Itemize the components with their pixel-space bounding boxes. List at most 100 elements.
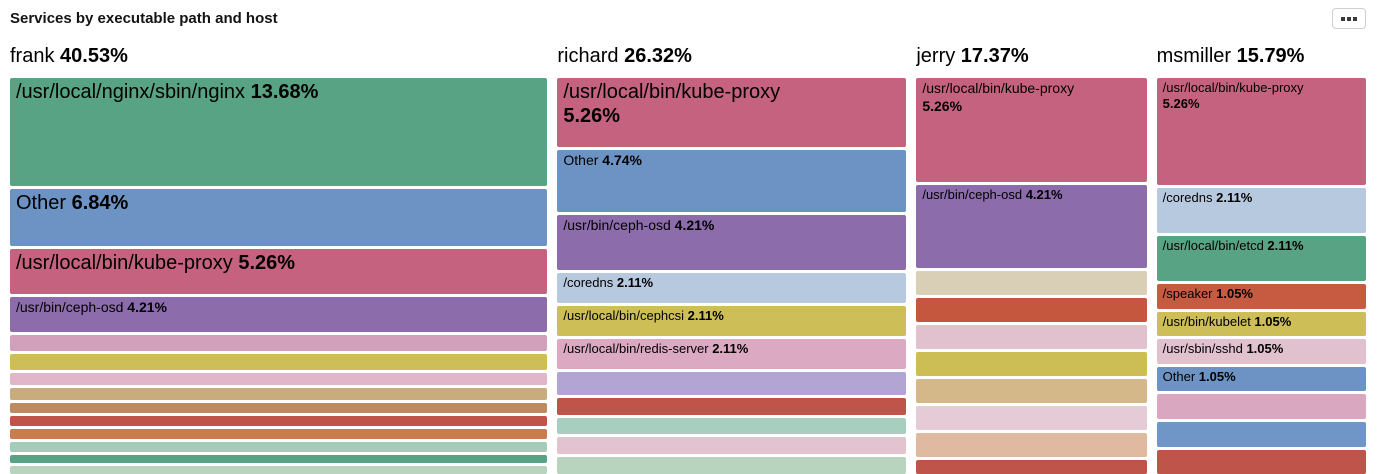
group-header: richard 26.32%: [557, 43, 906, 69]
cell-label: /usr/local/bin/cephcsi: [563, 308, 685, 324]
treemap-cell[interactable]: /usr/local/nginx/sbin/nginx 13.68%: [10, 78, 548, 187]
treemap-cell[interactable]: Other 4.74%: [557, 150, 907, 212]
treemap-cell-unlabeled[interactable]: [557, 417, 907, 435]
cell-percentage: 5.26%: [232, 251, 296, 274]
cell-percentage: 1.05%: [1212, 286, 1253, 302]
treemap-cell-unlabeled[interactable]: [1156, 449, 1366, 474]
cell-label: Other: [16, 192, 67, 215]
treemap-group-msmiller: msmiller 15.79% /usr/local/bin/kube-proxy…: [1156, 43, 1366, 474]
cell-label: /usr/sbin/sshd: [1162, 341, 1243, 357]
cell-percentage: 2.11%: [684, 308, 724, 324]
treemap-cell-unlabeled[interactable]: [10, 388, 548, 401]
treemap-cell[interactable]: /usr/bin/kubelet 1.05%: [1156, 311, 1366, 337]
group-header: frank 40.53%: [10, 43, 547, 69]
treemap-cell-unlabeled[interactable]: [10, 441, 548, 452]
cell-label: /usr/local/bin/kube-proxy: [16, 251, 233, 274]
treemap-cell-unlabeled[interactable]: [1156, 421, 1366, 447]
treemap-cell[interactable]: /usr/bin/ceph-osd 4.21%: [557, 214, 907, 271]
treemap-cell-unlabeled[interactable]: [10, 466, 548, 474]
treemap-cell-unlabeled[interactable]: [10, 454, 548, 464]
group-percentage: 15.79%: [1231, 45, 1305, 67]
treemap-cell-unlabeled[interactable]: [916, 432, 1147, 457]
cell-percentage: 5.26%: [563, 104, 621, 127]
group-header: msmiller 15.79%: [1157, 43, 1366, 69]
cell-percentage: 2.11%: [708, 340, 749, 356]
cell-percentage: 13.68%: [245, 81, 319, 103]
treemap-cell-unlabeled[interactable]: [916, 352, 1147, 376]
treemap-cell[interactable]: /usr/bin/ceph-osd 4.21%: [10, 296, 548, 333]
cell-percentage: 2.11%: [1263, 238, 1304, 254]
treemap-cell[interactable]: Other 6.84%: [10, 189, 548, 246]
cell-percentage: 2.11%: [1212, 189, 1253, 205]
treemap-cell[interactable]: /usr/local/bin/redis-server 2.11%: [557, 338, 907, 369]
treemap-cell[interactable]: /usr/local/bin/kube-proxy 5.26%: [10, 248, 548, 294]
treemap-cell-unlabeled[interactable]: [916, 298, 1147, 323]
treemap-group-jerry: jerry 17.37% /usr/local/bin/kube-proxy 5.…: [916, 43, 1147, 474]
panel-menu-button[interactable]: [1332, 8, 1366, 29]
treemap-cell-unlabeled[interactable]: [10, 416, 548, 426]
group-name: richard: [557, 45, 619, 67]
treemap-cell-unlabeled[interactable]: [10, 429, 548, 439]
group-name: msmiller: [1156, 45, 1232, 67]
cell-percentage: 2.11%: [613, 275, 654, 291]
group-cell-stack: /usr/local/bin/kube-proxy 5.26%/coredns …: [1156, 78, 1366, 474]
treemap: frank 40.53% /usr/local/nginx/sbin/nginx …: [10, 43, 1366, 474]
treemap-cell-unlabeled[interactable]: [10, 354, 548, 371]
treemap-cell-unlabeled[interactable]: [557, 397, 907, 415]
treemap-cell-unlabeled[interactable]: [10, 373, 548, 386]
treemap-cell[interactable]: /usr/bin/ceph-osd 4.21%: [916, 184, 1147, 269]
treemap-cell[interactable]: /usr/local/bin/cephcsi 2.11%: [557, 306, 907, 336]
treemap-cell[interactable]: /usr/local/bin/kube-proxy 5.26%: [557, 78, 907, 148]
grid-dots-icon: [1341, 16, 1357, 21]
group-name: jerry: [916, 45, 956, 67]
cell-label: Other: [1162, 368, 1196, 384]
treemap-cell-unlabeled[interactable]: [10, 403, 548, 414]
cell-percentage: 1.05%: [1242, 341, 1284, 357]
cell-label: /usr/bin/kubelet: [1162, 313, 1251, 329]
cell-percentage: 4.21%: [123, 298, 167, 315]
treemap-cell[interactable]: /coredns 2.11%: [1156, 187, 1366, 234]
group-cell-stack: /usr/local/bin/kube-proxy 5.26%/usr/bin/…: [916, 78, 1147, 474]
cell-percentage: 5.26%: [1162, 96, 1200, 112]
cell-label: /usr/local/bin/kube-proxy: [1162, 80, 1304, 95]
treemap-cell-unlabeled[interactable]: [1156, 394, 1366, 419]
cell-label: /speaker: [1162, 286, 1213, 302]
cell-label: /usr/local/bin/etcd: [1162, 238, 1264, 254]
treemap-cell-unlabeled[interactable]: [916, 325, 1147, 350]
treemap-cell-unlabeled[interactable]: [916, 405, 1147, 430]
group-percentage: 40.53%: [54, 45, 128, 67]
cell-label: /coredns: [563, 275, 614, 291]
group-name: frank: [10, 45, 55, 67]
group-cell-stack: /usr/local/nginx/sbin/nginx 13.68% Other …: [10, 78, 548, 474]
treemap-cell[interactable]: /coredns 2.11%: [557, 273, 907, 304]
cell-label: /usr/local/bin/kube-proxy: [922, 80, 1075, 96]
group-percentage: 26.32%: [618, 45, 692, 67]
treemap-cell[interactable]: Other 1.05%: [1156, 366, 1366, 392]
treemap-cell-unlabeled[interactable]: [557, 437, 907, 455]
cell-percentage: 4.74%: [598, 152, 642, 169]
cell-label: /usr/bin/ceph-osd: [922, 186, 1023, 202]
cell-label: /usr/local/bin/kube-proxy: [563, 81, 781, 103]
cell-percentage: 4.21%: [670, 216, 715, 233]
treemap-cell[interactable]: /usr/local/bin/kube-proxy 5.26%: [1156, 78, 1366, 185]
treemap-cell-unlabeled[interactable]: [557, 371, 907, 395]
cell-label: /coredns: [1162, 189, 1213, 205]
treemap-cell-unlabeled[interactable]: [10, 335, 548, 352]
treemap-cell-unlabeled[interactable]: [557, 457, 907, 474]
cell-label: Other: [563, 152, 599, 169]
treemap-cell-unlabeled[interactable]: [916, 378, 1147, 403]
cell-percentage: 1.05%: [1195, 368, 1236, 384]
cell-label: /usr/local/nginx/sbin/nginx: [16, 81, 246, 103]
treemap-cell[interactable]: /usr/local/bin/kube-proxy 5.26%: [916, 78, 1147, 182]
cell-percentage: 4.21%: [1022, 186, 1063, 202]
treemap-cell[interactable]: /speaker 1.05%: [1156, 284, 1366, 309]
cell-percentage: 1.05%: [1250, 313, 1292, 329]
treemap-cell[interactable]: /usr/sbin/sshd 1.05%: [1156, 339, 1366, 364]
treemap-cell[interactable]: /usr/local/bin/etcd 2.11%: [1156, 236, 1366, 282]
treemap-group-richard: richard 26.32% /usr/local/bin/kube-proxy …: [557, 43, 907, 474]
treemap-group-frank: frank 40.53% /usr/local/nginx/sbin/nginx …: [10, 43, 548, 474]
treemap-cell-unlabeled[interactable]: [916, 271, 1147, 296]
treemap-cell-unlabeled[interactable]: [916, 459, 1147, 474]
cell-label: /usr/local/bin/redis-server: [563, 340, 709, 356]
